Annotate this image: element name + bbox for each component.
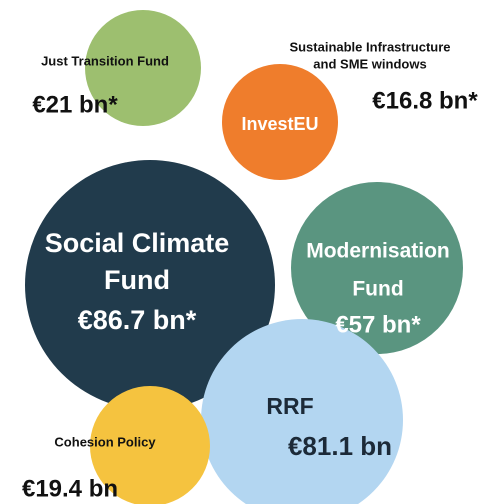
- fund-label: Just Transition Fund: [41, 53, 169, 68]
- fund-label: Fund: [104, 265, 170, 295]
- fund-label: Fund: [352, 278, 403, 301]
- fund-label: Cohesion Policy: [54, 434, 156, 449]
- fund-label: Modernisation: [306, 240, 450, 263]
- fund-caption: Sustainable Infrastructure: [289, 39, 450, 54]
- fund-bubble: [85, 10, 201, 126]
- fund-bubble: [25, 160, 275, 410]
- fund-label: InvestEU: [241, 114, 318, 134]
- fund-bubble: [291, 182, 463, 354]
- fund-label: RRF: [266, 393, 313, 419]
- fund-amount: €86.7 bn*: [78, 305, 197, 335]
- fund-label: Social Climate: [45, 228, 230, 258]
- fund-bubble: [201, 319, 403, 504]
- fund-amount: €21 bn*: [32, 91, 118, 118]
- fund-amount: €81.1 bn: [288, 431, 392, 461]
- fund-bubble: [222, 64, 338, 180]
- fund-amount: €19.4 bn: [22, 475, 118, 502]
- fund-amount: €57 bn*: [335, 311, 421, 338]
- fund-amount: €16.8 bn*: [372, 87, 478, 114]
- fund-bubble: [90, 386, 210, 504]
- fund-caption: and SME windows: [313, 56, 426, 71]
